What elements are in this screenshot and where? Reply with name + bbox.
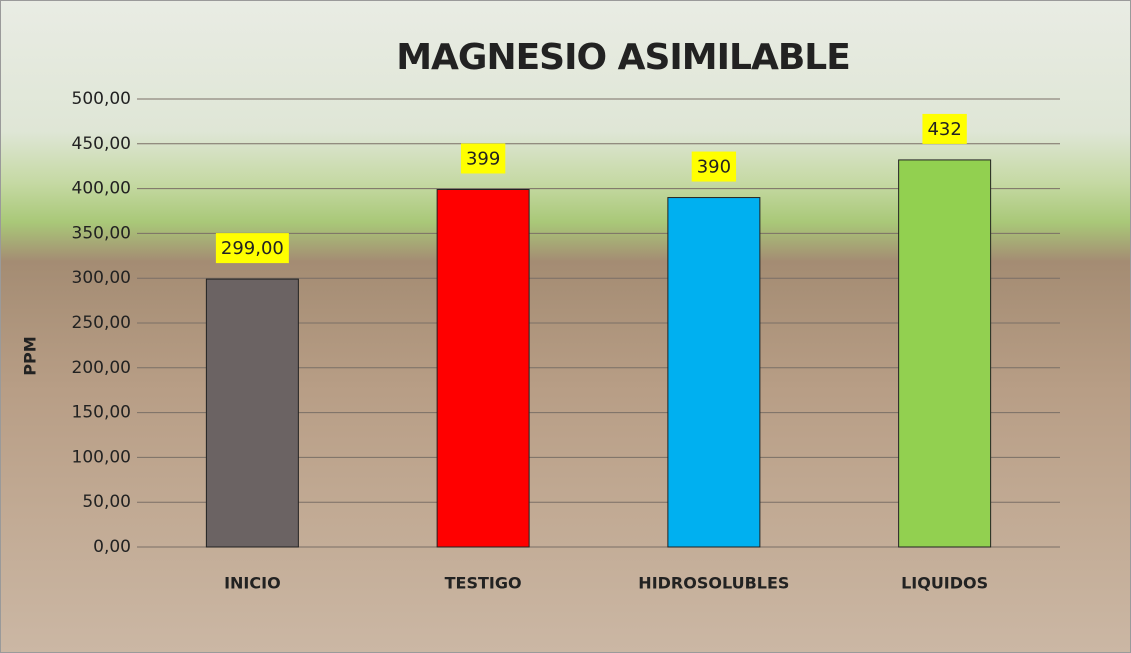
y-tick-label: 0,00 (93, 537, 131, 557)
y-tick-label: 500,00 (72, 89, 131, 109)
value-label: 299,00 (221, 238, 284, 259)
y-tick-label: 400,00 (72, 179, 131, 199)
value-label: 390 (697, 157, 731, 178)
value-label-bg (215, 233, 289, 264)
value-label: 432 (927, 119, 961, 140)
value-label-bg (922, 113, 967, 144)
value-label-bg (691, 151, 737, 182)
value-label-bg (460, 143, 506, 174)
y-tick-label: 450,00 (72, 134, 131, 154)
bar (436, 188, 530, 548)
bar (667, 197, 761, 548)
x-tick-label: HIDROSOLUBLES (638, 574, 789, 593)
y-tick-label: 350,00 (72, 223, 131, 243)
y-tick-label: 300,00 (72, 268, 131, 288)
bar (205, 278, 299, 548)
y-tick-label: 50,00 (82, 492, 131, 512)
y-tick-label: 200,00 (72, 358, 131, 378)
x-tick-label: TESTIGO (445, 574, 522, 593)
bar (898, 159, 992, 548)
y-axis-label: PPM (21, 336, 40, 375)
y-tick-label: 100,00 (72, 447, 131, 467)
y-tick-label: 250,00 (72, 313, 131, 333)
x-tick-label: LIQUIDOS (901, 574, 988, 593)
x-tick-label: INICIO (224, 574, 281, 593)
y-tick-label: 150,00 (72, 403, 131, 423)
value-label: 399 (466, 148, 500, 169)
chart-title: MAGNESIO ASIMILABLE (396, 37, 850, 78)
